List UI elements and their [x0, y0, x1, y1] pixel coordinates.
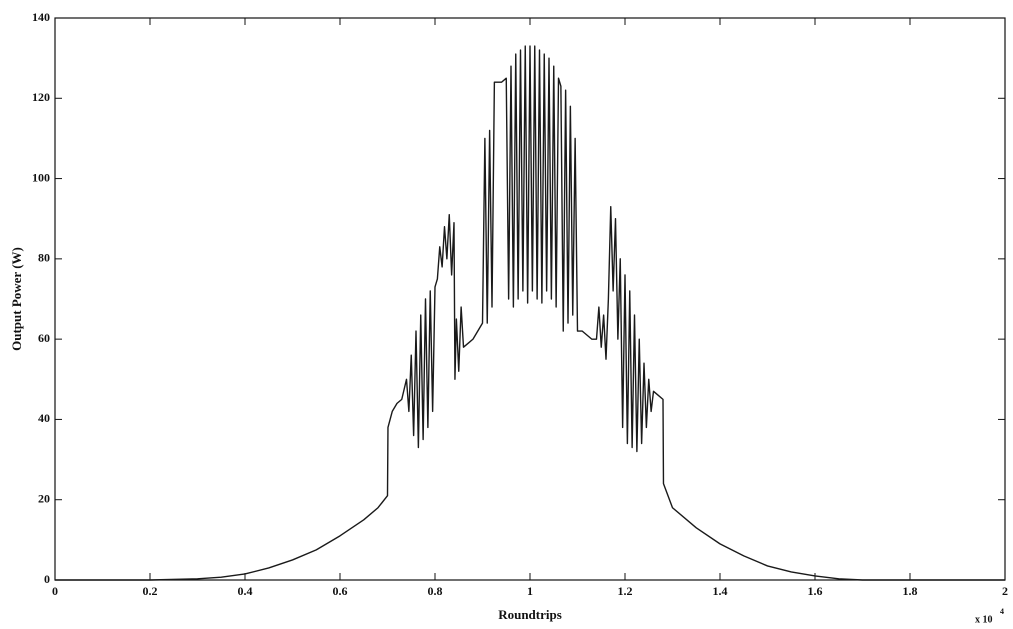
- x-multiplier: x 10: [975, 614, 993, 625]
- x-tick-label: 0.8: [428, 584, 443, 598]
- y-tick-label: 80: [38, 251, 50, 265]
- y-axis-title: Output Power (W): [9, 247, 24, 351]
- y-tick-label: 120: [32, 90, 50, 104]
- y-tick-label: 140: [32, 10, 50, 24]
- y-tick-label: 100: [32, 170, 50, 184]
- x-multiplier-exponent: 4: [1000, 607, 1004, 616]
- y-tick-label: 0: [44, 572, 50, 586]
- x-tick-label: 1.2: [618, 584, 633, 598]
- x-tick-label: 0.6: [333, 584, 348, 598]
- x-tick-label: 2: [1002, 584, 1008, 598]
- x-tick-label: 0.4: [238, 584, 253, 598]
- power-line: [55, 45, 1005, 581]
- y-tick-label: 60: [38, 331, 50, 345]
- x-tick-label: 0: [52, 584, 58, 598]
- x-tick-label: 1.8: [903, 584, 918, 598]
- x-tick-label: 1: [527, 584, 533, 598]
- x-tick-label: 1.4: [713, 584, 728, 598]
- y-tick-label: 40: [38, 411, 50, 425]
- x-tick-label: 1.6: [808, 584, 823, 598]
- x-tick-label: 0.2: [143, 584, 158, 598]
- y-tick-label: 20: [38, 491, 50, 505]
- x-axis-title: Roundtrips: [498, 607, 562, 622]
